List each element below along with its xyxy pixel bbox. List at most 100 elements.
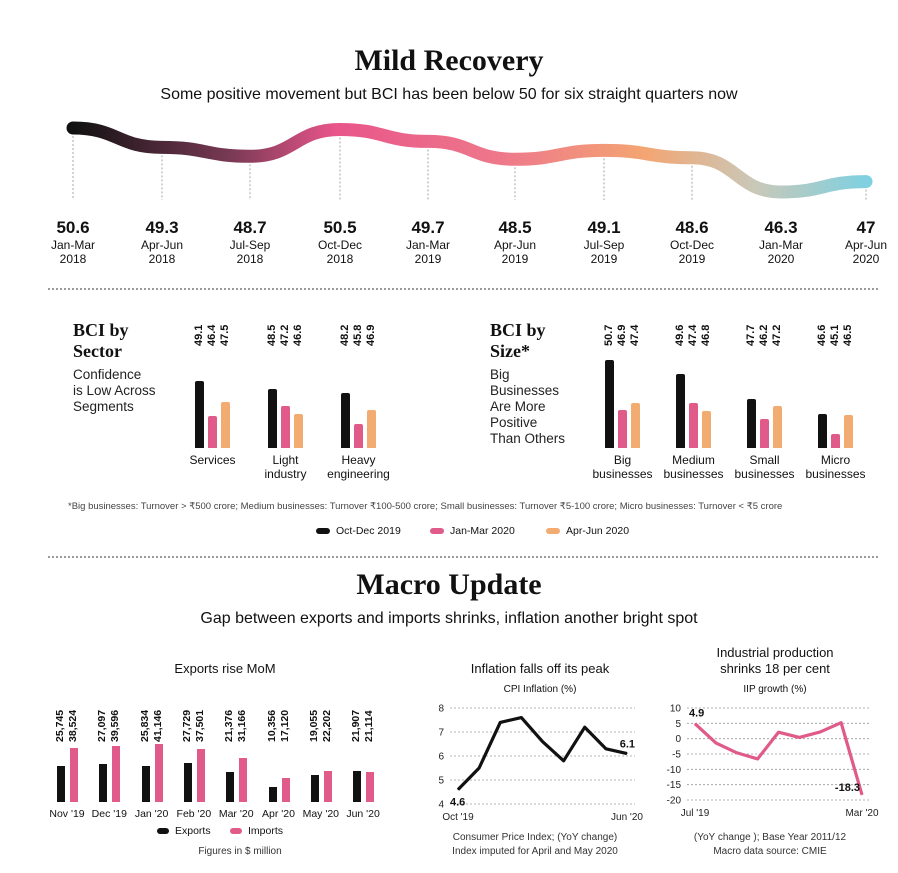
x-axis-label: Mar '20 xyxy=(218,808,254,820)
x-axis-label: May '20 xyxy=(302,808,340,820)
timeline-value: 46.3 xyxy=(764,218,798,237)
x-axis-label: Feb '20 xyxy=(176,808,212,820)
bar-value-label: 46.8 xyxy=(700,324,712,346)
bar-value-label: 10,356 xyxy=(265,709,278,742)
bar-value-label: 46.2 xyxy=(758,324,770,346)
y-tick-label: 5 xyxy=(675,719,681,730)
group-label-line1: Heavy xyxy=(341,453,376,467)
bar xyxy=(341,392,350,448)
y-tick-label: -20 xyxy=(667,796,682,807)
bar xyxy=(268,787,277,802)
data-point xyxy=(499,721,501,723)
bar xyxy=(323,770,332,802)
timeline-period: Jan-Mar xyxy=(405,238,450,252)
timeline-year: 2018 xyxy=(59,252,87,266)
timeline-period: Apr-Jun xyxy=(493,238,537,252)
y-tick-label: 10 xyxy=(670,704,682,715)
timeline-period: Jul-Sep xyxy=(583,238,625,252)
bar-value-label: 49.6 xyxy=(674,324,686,346)
data-point xyxy=(715,742,717,744)
bci-size-desc-line1: Big xyxy=(490,367,510,382)
timeline-period: Apr-Jun xyxy=(140,238,184,252)
bci-timeline-chart xyxy=(66,121,873,200)
bar-value-label: 46.5 xyxy=(842,324,854,346)
timeline-year: 2019 xyxy=(678,252,706,266)
bar xyxy=(367,409,376,448)
group-label-line2: businesses xyxy=(592,467,653,481)
bar-value-label: 41,146 xyxy=(151,709,164,742)
bar-value-label: 45.8 xyxy=(352,324,364,346)
timeline-value: 50.5 xyxy=(323,218,357,237)
legend-item-jan-mar-2020: Jan-Mar 2020 xyxy=(430,525,515,537)
legend-swatch-black xyxy=(157,828,169,835)
timeline-period: Jul-Sep xyxy=(229,238,271,252)
bci-size-desc-line3: Are More xyxy=(490,399,546,414)
bar-value-label: 46.6 xyxy=(292,324,304,346)
x-tick-label: Oct '19 xyxy=(442,812,474,823)
bar xyxy=(366,772,375,802)
exports-note: Figures in $ million xyxy=(198,846,282,857)
group-label-line2: businesses xyxy=(734,467,795,481)
bci-size-heading: BCI by Size* xyxy=(490,320,546,362)
bci-sector-desc-line1: Confidence xyxy=(73,367,142,382)
bci-size-description: Big Businesses Are More Positive Than Ot… xyxy=(490,367,565,447)
bar-value-label: 46.9 xyxy=(616,324,628,346)
iip-note-1: (YoY change ); Base Year 2011/12 xyxy=(693,832,847,843)
cpi-line-chart: 4 5 6 7 8 Oct '19 Jun '20 4.6 6.1 xyxy=(438,704,643,824)
bar xyxy=(183,762,192,802)
series-line xyxy=(456,716,628,791)
data-point xyxy=(563,760,565,762)
data-point xyxy=(542,741,543,743)
group-label-line1: Medium xyxy=(672,453,715,467)
bci-sector-heading-line2: Sector xyxy=(73,341,122,361)
legend-item-imports: Imports xyxy=(230,825,283,837)
bar-value-label: 21,114 xyxy=(363,710,376,742)
bar xyxy=(618,409,627,448)
bar-value-label: 21,376 xyxy=(223,709,236,742)
data-point xyxy=(457,789,459,791)
inflation-chart-title: Inflation falls off its peak xyxy=(470,661,610,676)
bar-value-label: 47.4 xyxy=(629,324,641,346)
x-axis-label: Jan '20 xyxy=(134,808,169,820)
inflation-note-1: Consumer Price Index; (YoY change) xyxy=(452,832,618,843)
timeline-year: 2020 xyxy=(852,252,880,266)
y-tick-label: -5 xyxy=(672,750,681,761)
y-tick-label: -15 xyxy=(667,780,682,791)
divider-middle xyxy=(48,556,878,558)
bar xyxy=(208,416,217,448)
group-label-line1: Micro xyxy=(820,453,851,467)
data-label-last: 6.1 xyxy=(620,739,635,751)
group-label-line1: Services xyxy=(189,453,236,467)
timeline-period: Oct-Dec xyxy=(669,238,714,252)
timeline-value: 47 xyxy=(856,218,876,237)
bar-value-label: 19,055 xyxy=(307,709,320,742)
bci-size-desc-line2: Businesses xyxy=(490,383,560,398)
group-label-line1: Light xyxy=(272,453,299,467)
bar xyxy=(773,405,782,448)
timeline-point-label: 50.5 Oct-Dec 2018 xyxy=(305,218,375,266)
timeline-value: 49.7 xyxy=(411,218,445,237)
timeline-point-label: 49.3 Apr-Jun 2018 xyxy=(127,218,197,266)
iip-chart-title-line2: shrinks 18 per cent xyxy=(720,661,830,676)
timeline-value: 50.6 xyxy=(56,218,90,237)
legend-item-exports: Exports xyxy=(157,825,211,837)
bar-value-label: 45.1 xyxy=(829,324,841,346)
exports-chart-title: Exports rise MoM xyxy=(174,661,276,676)
timeline-point-label: 49.7 Jan-Mar 2019 xyxy=(393,218,463,266)
bar-value-label: 37,501 xyxy=(193,709,206,742)
bar xyxy=(281,405,290,448)
y-tick-label: 6 xyxy=(438,752,444,763)
y-tick-label: 0 xyxy=(675,734,681,745)
timeline-year: 2019 xyxy=(414,252,442,266)
timeline-value: 48.7 xyxy=(233,218,267,237)
bar xyxy=(631,403,640,448)
data-point xyxy=(584,726,586,728)
bar xyxy=(310,775,319,802)
bar xyxy=(831,433,840,448)
bar xyxy=(676,374,685,448)
bar-value-label: 48.5 xyxy=(266,324,278,346)
timeline-period: Oct-Dec xyxy=(317,238,362,252)
data-point xyxy=(626,753,628,755)
divider-top xyxy=(48,288,878,290)
bar xyxy=(141,765,150,802)
